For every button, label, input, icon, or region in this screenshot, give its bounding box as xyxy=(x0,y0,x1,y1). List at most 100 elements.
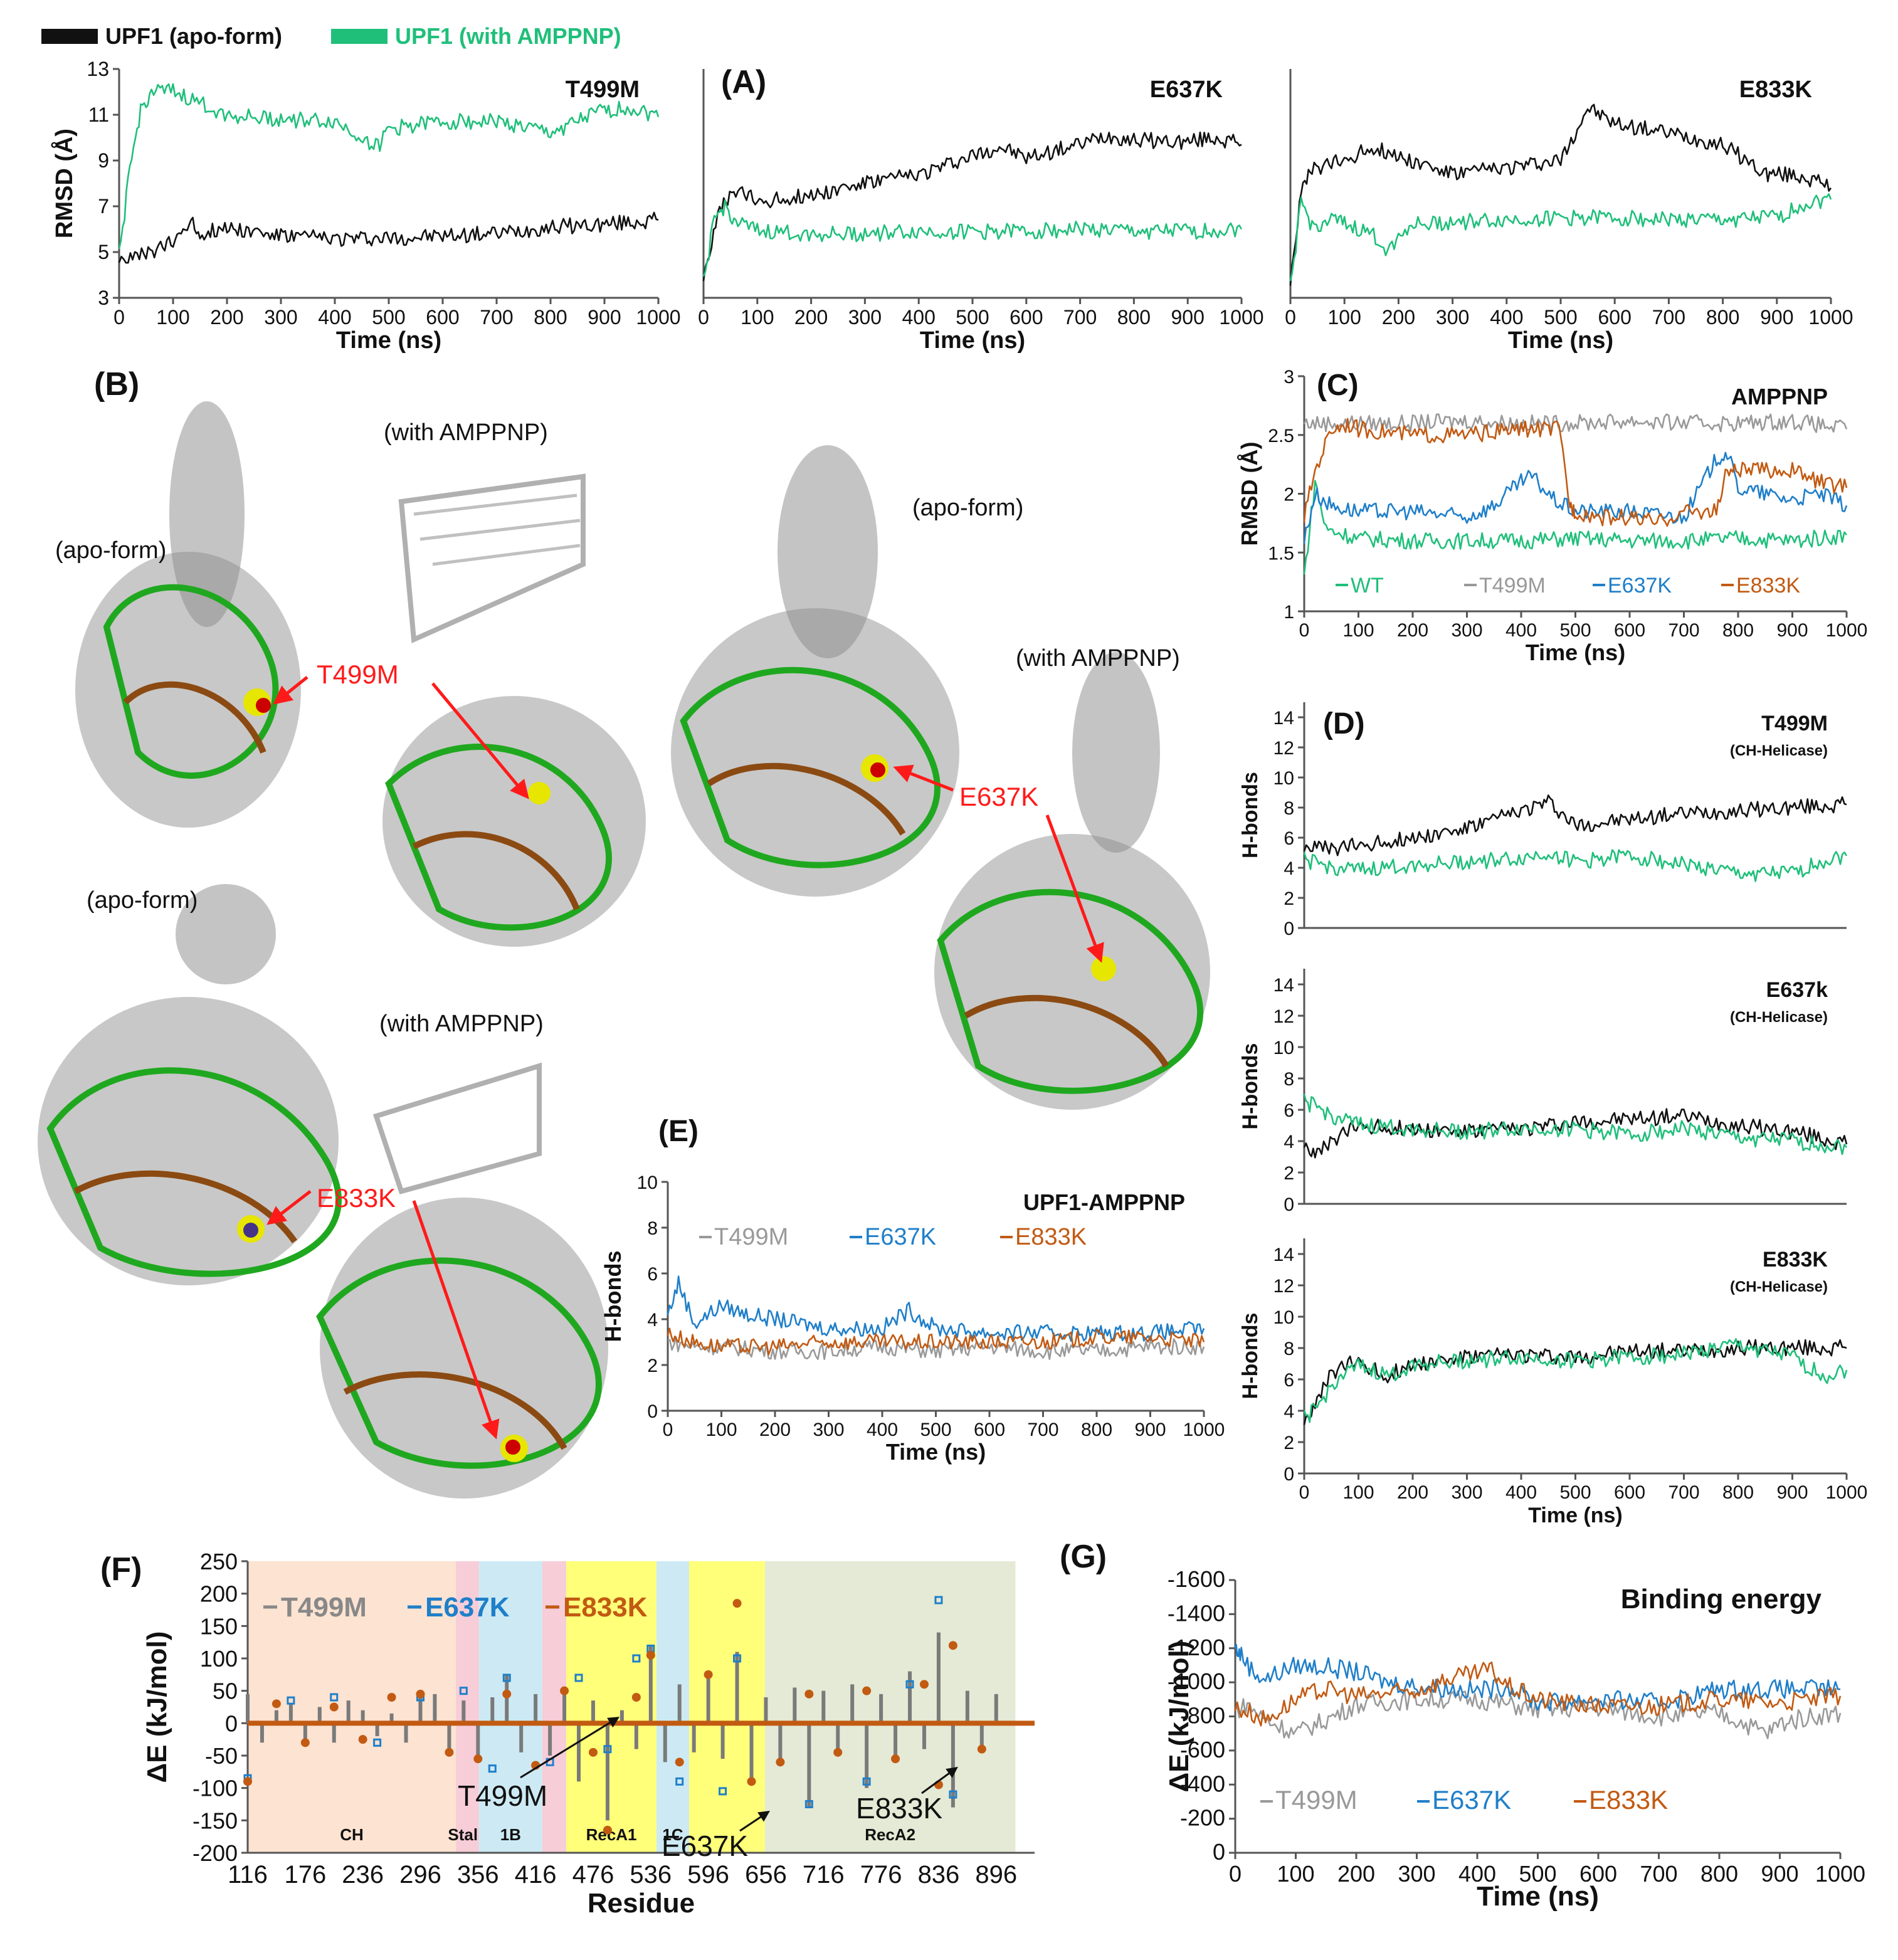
mutation-annotations: T499M E637K E833K xyxy=(266,660,1104,1440)
x-tick-label: 600 xyxy=(1579,1861,1617,1887)
series-line-t499m xyxy=(1235,1689,1842,1739)
x-tick-label: 900 xyxy=(1776,620,1808,641)
domain-region-label: CH xyxy=(340,1825,364,1844)
marker-e637k xyxy=(603,1745,612,1754)
structure-blob-4 xyxy=(934,652,1210,1110)
x-tick-label: 800 xyxy=(1722,1482,1754,1503)
chart-d1: 0 2 4 6 8 10 12 14 T499M (CH-Helicase) H-bonds xyxy=(1238,702,1848,939)
x-tick-label: 600 xyxy=(1598,306,1632,329)
x-tick-label: 900 xyxy=(1761,1861,1798,1887)
y-tick-label: -200 xyxy=(1180,1805,1225,1831)
marker-e637k xyxy=(862,1777,871,1786)
arrow-e833k-amppnp xyxy=(412,1200,500,1440)
y-axis-label: H-bonds xyxy=(600,1251,626,1342)
x-tick-label: 500 xyxy=(920,1420,951,1440)
x-tick-label: 656 xyxy=(745,1861,787,1889)
x-tick-label: 800 xyxy=(1722,620,1754,641)
marker-e833k xyxy=(416,1689,425,1699)
x-tick-label: 300 xyxy=(1436,306,1469,329)
arrow-e637k-apo xyxy=(893,764,954,792)
y-tick-label: -200 xyxy=(192,1840,238,1866)
y-tick-label: 0 xyxy=(647,1401,658,1422)
series-line-e637k xyxy=(667,1275,1205,1342)
x-tick-label: 700 xyxy=(1652,306,1685,329)
y-tick-label: 14 xyxy=(1273,975,1294,996)
x-tick-label: 896 xyxy=(975,1861,1017,1889)
panel-letter-g: (G) xyxy=(1060,1539,1107,1575)
marker-e637k xyxy=(574,1673,583,1682)
legend-swatch-apo xyxy=(41,29,98,44)
y-tick-label: 14 xyxy=(1273,708,1294,729)
marker-e833k xyxy=(502,1689,512,1699)
x-tick-label: 800 xyxy=(1117,306,1151,329)
chart-c: 1 1.5 2 2.5 3 0 100 200 300 400 500 600 700 800 900 100… xyxy=(1236,367,1867,665)
y-tick-label: 11 xyxy=(88,103,109,126)
y-tick-label: 4 xyxy=(647,1310,658,1330)
x-tick-label: 500 xyxy=(956,306,989,329)
domain-region-label: 1C xyxy=(662,1825,683,1844)
x-tick-label: 100 xyxy=(705,1420,737,1440)
y-tick-label: 50 xyxy=(213,1678,238,1704)
series-line-upf1-apo-form- xyxy=(702,131,1242,282)
x-tick-label: 400 xyxy=(1505,620,1537,641)
mutation-label-e637k: E637K xyxy=(959,782,1038,811)
annotation-arrow xyxy=(739,1811,770,1832)
annotation-label: E637K xyxy=(662,1830,748,1862)
x-tick-label: 900 xyxy=(1776,1482,1808,1503)
structure-labels: (apo-form) (with AMPPNP) (apo-form) (wit… xyxy=(55,419,1180,1037)
y-tick-label: -1400 xyxy=(1168,1600,1225,1626)
x-tick-label: 0 xyxy=(1285,306,1296,329)
structure-label: (apo-form) xyxy=(912,495,1023,521)
x-tick-label: 200 xyxy=(1397,1482,1428,1503)
y-axis-label: RMSD (Å) xyxy=(1236,442,1262,546)
arrow-t499m-apo xyxy=(273,676,308,705)
x-tick-label: 600 xyxy=(1010,306,1043,329)
arrow-e637k-amppnp xyxy=(1045,814,1104,963)
chart-title: T499M xyxy=(1761,712,1828,735)
y-tick-label: 12 xyxy=(1273,738,1294,759)
marker-e637k xyxy=(719,1787,727,1796)
series-line-upf1-apo-form- xyxy=(1303,1339,1847,1425)
chart-subtitle: (CH-Helicase) xyxy=(1730,1278,1828,1295)
x-axis-label: Residue xyxy=(588,1888,695,1919)
y-tick-label: 2 xyxy=(1284,1163,1294,1184)
y-tick-label: 100 xyxy=(200,1646,238,1672)
y-tick-label: 150 xyxy=(200,1613,238,1639)
marker-e833k xyxy=(329,1702,339,1712)
chart-title: E833K xyxy=(1739,76,1813,103)
x-tick-label: 1000 xyxy=(1826,1482,1868,1503)
x-tick-label: 1000 xyxy=(1815,1861,1865,1887)
x-tick-label: 700 xyxy=(1640,1861,1677,1887)
x-tick-label: 0 xyxy=(663,1420,673,1440)
domain-region xyxy=(478,1561,542,1853)
structure-blob-5 xyxy=(38,884,342,1285)
x-tick-label: 700 xyxy=(1668,620,1699,641)
chart-subtitle: (CH-Helicase) xyxy=(1730,1009,1828,1026)
y-tick-label: 6 xyxy=(647,1264,658,1285)
y-tick-label: 14 xyxy=(1273,1245,1294,1265)
chart-title: T499M xyxy=(566,76,640,103)
marker-e833k xyxy=(948,1641,957,1650)
y-tick-label: 12 xyxy=(1273,1006,1294,1027)
x-axis-label: Time (ns) xyxy=(1526,640,1625,665)
x-tick-label: 0 xyxy=(698,306,709,329)
x-tick-label: 900 xyxy=(1171,306,1205,329)
mutation-label-t499m: T499M xyxy=(317,660,399,689)
marker-e833k xyxy=(473,1754,483,1764)
series-line-upf1-with-amppnp- xyxy=(1303,1338,1848,1423)
x-tick-label: 116 xyxy=(228,1861,268,1889)
x-tick-label: 600 xyxy=(974,1420,1005,1440)
chart-d3: 0 2 4 6 8 10 12 14 0 100 200 300 400 500 600 700 800 900 1… xyxy=(1238,1238,1867,1527)
x-tick-label: 300 xyxy=(1451,1482,1482,1503)
structure-label: (apo-form) xyxy=(87,887,198,914)
x-tick-label: 500 xyxy=(372,306,405,329)
x-tick-label: 600 xyxy=(1614,1482,1645,1503)
marker-e833k xyxy=(862,1686,872,1695)
y-tick-label: 4 xyxy=(1284,1132,1294,1152)
x-tick-label: 300 xyxy=(1451,620,1482,641)
marker-e833k xyxy=(675,1757,684,1767)
y-tick-label: 0 xyxy=(1284,1194,1294,1215)
marker-e833k xyxy=(300,1738,310,1747)
x-tick-label: 800 xyxy=(534,306,567,329)
